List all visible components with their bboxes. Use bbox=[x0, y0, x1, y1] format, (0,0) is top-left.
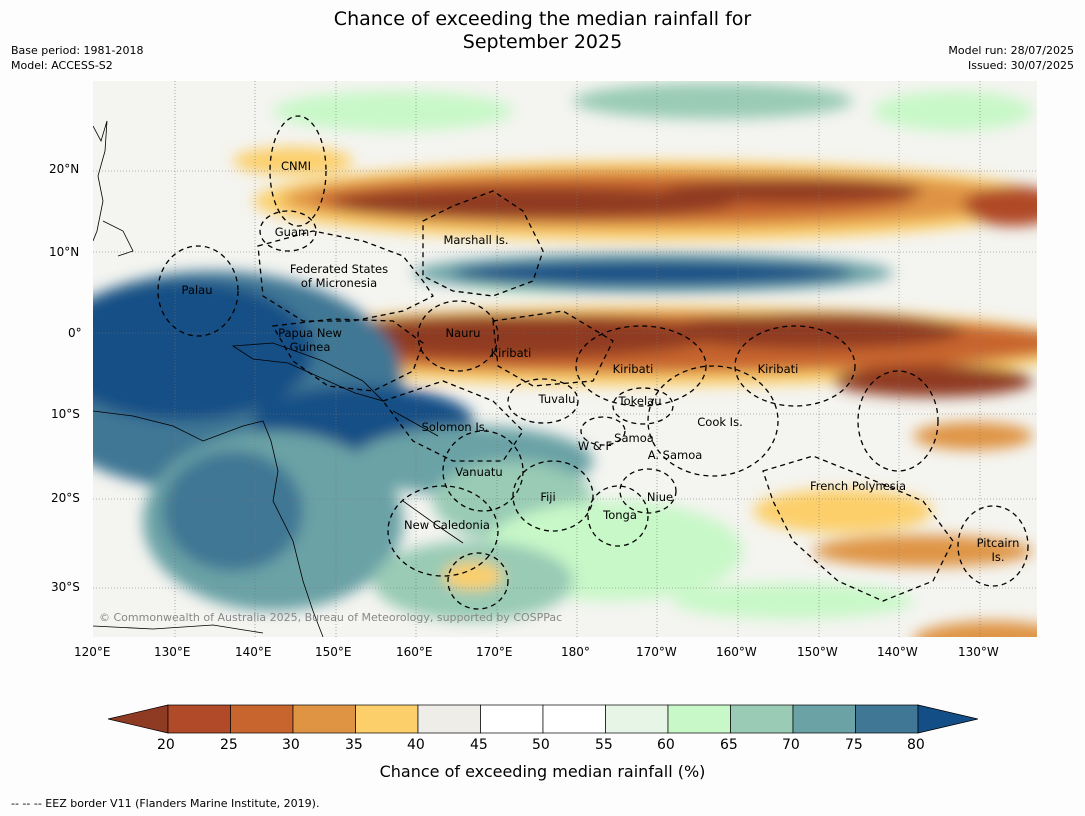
label-png-line1: Papua New bbox=[278, 326, 342, 340]
title-line-2: September 2025 bbox=[462, 31, 623, 53]
eez-borders bbox=[157, 115, 1029, 610]
colorbar-segments bbox=[167, 704, 919, 734]
label-pitcairn-line2: Is. bbox=[991, 550, 1004, 564]
probability-field bbox=[93, 83, 1037, 637]
eez-footnote: -- -- -- EEZ border V11 (Flanders Marine… bbox=[11, 797, 320, 810]
colorbar-segment bbox=[730, 704, 794, 734]
label-kiribati-west: Kiribati bbox=[491, 346, 532, 360]
issued-date: Issued: 30/07/2025 bbox=[967, 59, 1074, 72]
colorbar-segment bbox=[855, 704, 919, 734]
lon-tick-170W: 170°W bbox=[636, 645, 677, 659]
label-american-samoa: A. Samoa bbox=[648, 448, 703, 462]
lon-tick-130E: 130°E bbox=[154, 645, 191, 659]
label-palau: Palau bbox=[182, 283, 213, 297]
colorbar-segment bbox=[417, 704, 481, 734]
lon-tick-160W: 160°W bbox=[716, 645, 757, 659]
colorbar-high-extension bbox=[917, 704, 978, 734]
colorbar-segment bbox=[605, 704, 669, 734]
lon-tick-140E: 140°E bbox=[235, 645, 272, 659]
lat-tick-10S: 10°S bbox=[51, 407, 80, 421]
model-name: Model: ACCESS-S2 bbox=[11, 59, 113, 72]
lat-tick-10N: 10°N bbox=[49, 245, 80, 259]
copyright-notice: © Commonwealth of Australia 2025, Bureau… bbox=[99, 611, 562, 624]
colorbar-tick-55: 55 bbox=[595, 737, 613, 753]
colorbar-segment bbox=[542, 704, 606, 734]
colorbar-title: Chance of exceeding median rainfall (%) bbox=[379, 762, 706, 781]
lat-tick-0: 0° bbox=[68, 326, 82, 340]
colorbar-tick-25: 25 bbox=[220, 737, 238, 753]
colorbar-segment bbox=[667, 704, 731, 734]
label-tonga: Tonga bbox=[602, 508, 637, 522]
label-wallis-futuna: W & F bbox=[578, 439, 612, 453]
colorbar-tick-70: 70 bbox=[782, 737, 800, 753]
lat-tick-30S: 30°S bbox=[51, 580, 80, 594]
colorbar-segment bbox=[167, 704, 231, 734]
label-kiribati-east: Kiribati bbox=[758, 362, 799, 376]
rainfall-map: © Commonwealth of Australia 2025, Bureau… bbox=[93, 81, 1037, 637]
lon-tick-150E: 150°E bbox=[315, 645, 352, 659]
base-period: Base period: 1981-2018 bbox=[11, 44, 144, 57]
lat-tick-20N: 20°N bbox=[49, 162, 80, 176]
region-labels: CNMI Guam Marshall Is. Federated States … bbox=[182, 159, 1020, 564]
colorbar bbox=[108, 704, 978, 734]
label-samoa: Samoa bbox=[614, 431, 654, 445]
colorbar-tick-65: 65 bbox=[720, 737, 738, 753]
lon-tick-160E: 160°E bbox=[396, 645, 433, 659]
label-niue: Niue bbox=[647, 490, 673, 504]
chart-title: Chance of exceeding the median rainfall … bbox=[0, 8, 1085, 54]
colorbar-segment bbox=[230, 704, 294, 734]
colorbar-tick-30: 30 bbox=[282, 737, 300, 753]
colorbar-tick-50: 50 bbox=[532, 737, 550, 753]
label-tuvalu: Tuvalu bbox=[538, 392, 576, 406]
colorbar-segment bbox=[792, 704, 856, 734]
label-marshall: Marshall Is. bbox=[443, 233, 508, 247]
label-fsm-line2: of Micronesia bbox=[301, 276, 377, 290]
label-kiribati-central: Kiribati bbox=[613, 362, 654, 376]
label-fiji: Fiji bbox=[540, 490, 555, 504]
lon-tick-180: 180° bbox=[561, 645, 590, 659]
lat-tick-20S: 20°S bbox=[51, 491, 80, 505]
label-french-polynesia: French Polynesia bbox=[810, 479, 906, 493]
graticule bbox=[93, 81, 1037, 637]
colorbar-tick-80: 80 bbox=[907, 737, 925, 753]
lon-tick-170E: 170°E bbox=[476, 645, 513, 659]
colorbar-tick-75: 75 bbox=[845, 737, 863, 753]
meta-left: Base period: 1981-2018 Model: ACCESS-S2 bbox=[11, 43, 143, 73]
colorbar-tick-60: 60 bbox=[657, 737, 675, 753]
label-cook-islands: Cook Is. bbox=[697, 415, 742, 429]
title-line-1: Chance of exceeding the median rainfall … bbox=[333, 8, 752, 30]
lon-tick-130W: 130°W bbox=[958, 645, 999, 659]
colorbar-tick-35: 35 bbox=[345, 737, 363, 753]
colorbar-low-extension bbox=[108, 704, 169, 734]
label-nauru: Nauru bbox=[446, 326, 481, 340]
meta-right: Model run: 28/07/2025 Issued: 30/07/2025 bbox=[948, 43, 1074, 73]
label-new-caledonia: New Caledonia bbox=[404, 518, 490, 532]
colorbar-segment bbox=[480, 704, 544, 734]
label-solomon: Solomon Is. bbox=[422, 420, 489, 434]
colorbar-tick-20: 20 bbox=[157, 737, 175, 753]
colorbar-tick-45: 45 bbox=[470, 737, 488, 753]
label-tokelau: Tokelau bbox=[618, 394, 662, 408]
label-fsm-line1: Federated States bbox=[290, 262, 388, 276]
coastlines bbox=[93, 120, 464, 637]
label-vanuatu: Vanuatu bbox=[455, 465, 502, 479]
label-cnmi: CNMI bbox=[281, 159, 311, 173]
colorbar-tick-40: 40 bbox=[407, 737, 425, 753]
lon-tick-120E: 120°E bbox=[74, 645, 111, 659]
lon-tick-150W: 150°W bbox=[797, 645, 838, 659]
label-pitcairn-line1: Pitcairn bbox=[977, 536, 1020, 550]
label-guam: Guam bbox=[275, 225, 309, 239]
lon-tick-140W: 140°W bbox=[877, 645, 918, 659]
colorbar-segment bbox=[355, 704, 419, 734]
colorbar-segment bbox=[292, 704, 356, 734]
model-run: Model run: 28/07/2025 bbox=[948, 44, 1074, 57]
label-png-line2: Guinea bbox=[290, 340, 331, 354]
